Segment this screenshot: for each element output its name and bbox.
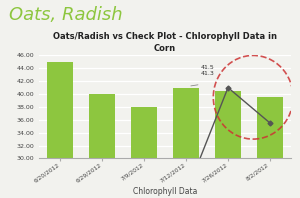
- Bar: [131, 107, 157, 198]
- Text: Oats, Radish: Oats, Radish: [9, 6, 123, 24]
- Bar: [47, 62, 73, 198]
- Bar: [173, 88, 199, 198]
- X-axis label: Chlorophyll Data: Chlorophyll Data: [133, 187, 197, 196]
- Bar: [89, 94, 115, 198]
- Title: Oats/Radish vs Check Plot - Chlorophyll Data in
Corn: Oats/Radish vs Check Plot - Chlorophyll …: [53, 32, 277, 53]
- Bar: [257, 97, 283, 198]
- Text: 41.5
41.3: 41.5 41.3: [201, 65, 214, 76]
- Bar: [215, 91, 241, 198]
